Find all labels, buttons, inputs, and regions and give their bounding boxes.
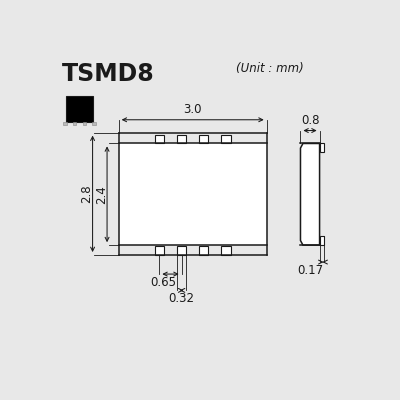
Bar: [82, 122, 86, 125]
Text: 2.4: 2.4: [95, 185, 108, 204]
Bar: [320, 236, 324, 245]
Text: (Unit : mm): (Unit : mm): [236, 62, 304, 75]
Bar: [155, 135, 164, 144]
Text: 2.8: 2.8: [80, 184, 94, 203]
Bar: [177, 135, 186, 144]
Bar: [177, 246, 186, 255]
Bar: [199, 246, 208, 255]
Bar: [221, 135, 230, 144]
Bar: [66, 96, 92, 122]
Text: 0.65: 0.65: [150, 276, 176, 289]
Text: 0.17: 0.17: [297, 264, 323, 277]
Bar: [119, 144, 267, 245]
Bar: [92, 122, 96, 125]
Text: 3.0: 3.0: [184, 103, 202, 116]
Text: TSMD8: TSMD8: [62, 62, 154, 86]
Bar: [155, 246, 164, 255]
Bar: [221, 246, 230, 255]
Bar: [320, 144, 324, 152]
Text: 0.8: 0.8: [301, 114, 319, 127]
Polygon shape: [300, 144, 320, 245]
Bar: [73, 122, 76, 125]
Text: 0.32: 0.32: [168, 292, 194, 305]
Bar: [199, 135, 208, 144]
Bar: [63, 122, 66, 125]
